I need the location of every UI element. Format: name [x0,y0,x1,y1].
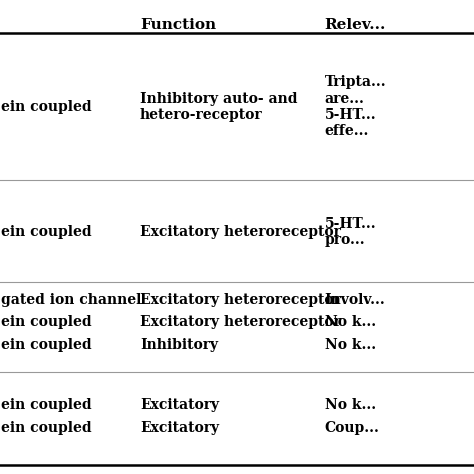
Text: Involv...: Involv... [325,293,385,307]
Text: ein coupled: ein coupled [1,225,91,239]
Text: gated ion channel: gated ion channel [1,293,141,307]
Text: Coup...: Coup... [325,420,380,435]
Text: No k...: No k... [325,398,376,412]
Text: Function: Function [140,18,216,32]
Text: ein coupled: ein coupled [1,100,91,114]
Text: Inhibitory: Inhibitory [140,337,218,352]
Text: ein coupled: ein coupled [1,398,91,412]
Text: Excitatory heteroreceptor: Excitatory heteroreceptor [140,315,341,329]
Text: ein coupled: ein coupled [1,420,91,435]
Text: No k...: No k... [325,315,376,329]
Text: Relev...: Relev... [325,18,386,32]
Text: Inhibitory auto- and
hetero-receptor: Inhibitory auto- and hetero-receptor [140,91,297,122]
Text: 5-HT...
pro...: 5-HT... pro... [325,217,376,247]
Text: ein coupled: ein coupled [1,315,91,329]
Text: Excitatory heteroreceptor: Excitatory heteroreceptor [140,225,341,239]
Text: Tripta...
are...
5-HT...
effe...: Tripta... are... 5-HT... effe... [325,75,386,138]
Text: Excitatory: Excitatory [140,420,219,435]
Text: Excitatory heteroreceptor: Excitatory heteroreceptor [140,293,341,307]
Text: No k...: No k... [325,337,376,352]
Text: Excitatory: Excitatory [140,398,219,412]
Text: ein coupled: ein coupled [1,337,91,352]
